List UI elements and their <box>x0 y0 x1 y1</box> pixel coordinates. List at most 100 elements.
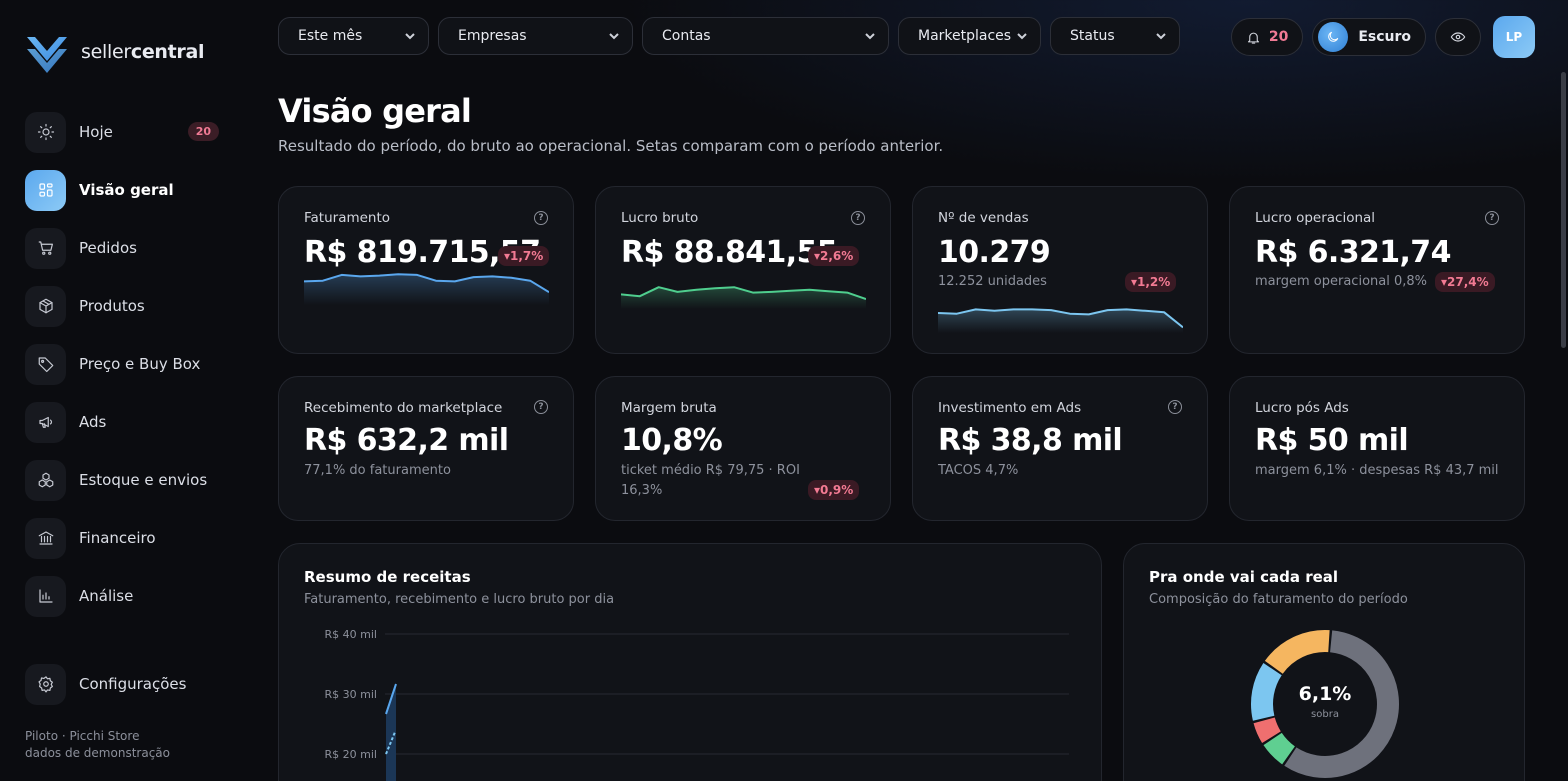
scrollbar[interactable] <box>1561 72 1566 348</box>
kpi-label: Lucro pós Ads <box>1255 400 1349 416</box>
logo-text: sellercentral <box>81 41 205 63</box>
sidebar-item-visao-geral[interactable]: Visão geral <box>25 169 225 211</box>
sparkline-area <box>938 309 1183 333</box>
kpi-card-lucro-pos-ads[interactable]: Lucro pós Ads R$ 50 mil margem 6,1% · de… <box>1229 376 1525 521</box>
bar-chart-icon <box>25 575 66 617</box>
sidebar-item-configuracoes[interactable]: Configurações <box>25 663 225 705</box>
moon-icon <box>1318 22 1349 52</box>
sidebar-item-label: Pedidos <box>79 239 137 257</box>
tag-icon <box>25 343 66 385</box>
sidebar-item-financeiro[interactable]: Financeiro <box>25 517 225 559</box>
sidebar-item-label: Visão geral <box>79 181 174 199</box>
sidebar-item-pedidos[interactable]: Pedidos <box>25 227 225 269</box>
eye-icon <box>1450 32 1466 42</box>
sidebar: sellercentral Hoje 20 Visão geral Pedido… <box>0 0 250 781</box>
help-icon[interactable]: ? <box>1485 211 1499 225</box>
y-tick-label: R$ 20 mil <box>325 748 377 761</box>
demo-notice: dados de demonstração <box>25 746 170 760</box>
sparkline-line <box>304 273 549 294</box>
kpi-value: R$ 88.841,55 <box>621 235 838 270</box>
kpi-sub: 12.252 unidades <box>938 274 1047 289</box>
help-icon[interactable]: ? <box>851 211 865 225</box>
y-tick-label: R$ 40 mil <box>325 628 377 641</box>
kpi-card-lucro-bruto[interactable]: Lucro bruto ? R$ 88.841,55 ▾2,6% <box>595 186 891 354</box>
period-select[interactable]: Este mês <box>278 17 429 55</box>
kpi-value: R$ 50 mil <box>1255 423 1409 458</box>
sparkline-chart <box>938 308 1183 333</box>
sidebar-item-label: Preço e Buy Box <box>79 355 201 373</box>
companies-select-value: Empresas <box>458 28 527 44</box>
stack-icon <box>25 459 66 501</box>
box-icon <box>25 285 66 327</box>
kpi-delta: ▾1,2% <box>1125 272 1177 292</box>
kpi-label: Recebimento do marketplace <box>304 400 503 416</box>
cart-icon <box>25 227 66 269</box>
grid-icon <box>25 169 66 211</box>
panel-subtitle: Composição do faturamento do período <box>1149 592 1408 607</box>
kpi-card-margem-bruta[interactable]: Margem bruta 10,8% ticket médio R$ 79,75… <box>595 376 891 521</box>
kpi-delta: ▾0,9% <box>808 480 860 500</box>
kpi-sub: margem 6,1% · despesas R$ 43,7 mil <box>1255 463 1499 478</box>
kpi-sub: TACOS 4,7% <box>938 463 1019 478</box>
notifications-count: 20 <box>1268 29 1289 45</box>
sidebar-item-label: Financeiro <box>79 529 156 547</box>
kpi-card-faturamento[interactable]: Faturamento ? R$ 819.715,57 ▾1,7% <box>278 186 574 354</box>
theme-toggle[interactable]: Escuro <box>1312 18 1426 56</box>
help-icon[interactable]: ? <box>534 400 548 414</box>
filter-bar: Este mês Empresas Contas Marketplaces St… <box>278 17 1189 55</box>
kpi-sub-line: 16,3% <box>621 483 663 498</box>
status-select-value: Status <box>1070 28 1115 44</box>
accounts-select-value: Contas <box>662 28 711 44</box>
donut-center-label: sobra <box>1311 709 1339 720</box>
sidebar-item-hoje[interactable]: Hoje 20 <box>25 111 225 153</box>
chevron-down-icon <box>609 33 619 40</box>
kpi-card-recebimento[interactable]: Recebimento do marketplace ? R$ 632,2 mi… <box>278 376 574 521</box>
kpi-label: Margem bruta <box>621 400 717 416</box>
kpi-sub: ticket médio R$ 79,75 · ROI 16,3% <box>621 461 800 501</box>
panel-title: Resumo de receitas <box>304 568 471 586</box>
accounts-select[interactable]: Contas <box>642 17 889 55</box>
sparkline-chart <box>621 286 866 309</box>
donut-slice[interactable] <box>1263 732 1296 765</box>
bank-icon <box>25 517 66 559</box>
revenue-summary-panel: Resumo de receitas Faturamento, recebime… <box>278 543 1102 781</box>
settings-section: Configurações <box>25 663 225 721</box>
donut-slice[interactable] <box>1253 717 1281 743</box>
sidebar-item-preco-buy-box[interactable]: Preço e Buy Box <box>25 343 225 385</box>
notifications-button[interactable]: 20 <box>1230 18 1304 56</box>
kpi-value: R$ 6.321,74 <box>1255 235 1451 270</box>
sidebar-item-analise[interactable]: Análise <box>25 575 225 617</box>
privacy-toggle-button[interactable] <box>1435 18 1481 56</box>
kpi-value: 10.279 <box>938 235 1051 270</box>
sidebar-item-label: Hoje <box>79 123 113 141</box>
avatar[interactable]: LP <box>1493 16 1535 58</box>
sidebar-item-ads[interactable]: Ads <box>25 401 225 443</box>
kpi-card-lucro-operacional[interactable]: Lucro operacional ? R$ 6.321,74 margem o… <box>1229 186 1525 354</box>
help-icon[interactable]: ? <box>1168 400 1182 414</box>
kpi-label: Investimento em Ads <box>938 400 1082 416</box>
marketplaces-select[interactable]: Marketplaces <box>898 17 1041 55</box>
megaphone-icon <box>25 401 66 443</box>
kpi-card-vendas[interactable]: Nº de vendas 10.279 12.252 unidades ▾1,2… <box>912 186 1208 354</box>
sidebar-item-label: Estoque e envios <box>79 471 208 489</box>
sidebar-item-estoque-envios[interactable]: Estoque e envios <box>25 459 225 501</box>
help-icon[interactable]: ? <box>534 211 548 225</box>
logo[interactable]: sellercentral <box>25 31 205 73</box>
donut-slice[interactable] <box>1284 630 1399 778</box>
marketplaces-select-value: Marketplaces <box>918 28 1012 44</box>
chevron-down-icon <box>1156 33 1166 40</box>
kpi-card-investimento-ads[interactable]: Investimento em Ads ? R$ 38,8 mil TACOS … <box>912 376 1208 521</box>
logo-icon <box>27 37 67 73</box>
sidebar-item-label: Análise <box>79 587 134 605</box>
sidebar-item-produtos[interactable]: Produtos <box>25 285 225 327</box>
donut-slice[interactable] <box>1251 663 1282 721</box>
donut-slice[interactable] <box>1264 630 1330 675</box>
sidebar-item-label: Produtos <box>79 297 145 315</box>
bell-icon <box>1247 32 1259 44</box>
sparkline-line <box>621 286 866 301</box>
kpi-sub: 77,1% do faturamento <box>304 463 451 478</box>
composition-donut-chart <box>1251 630 1399 778</box>
receipt-series-line <box>385 731 396 755</box>
companies-select[interactable]: Empresas <box>438 17 633 55</box>
status-select[interactable]: Status <box>1050 17 1180 55</box>
